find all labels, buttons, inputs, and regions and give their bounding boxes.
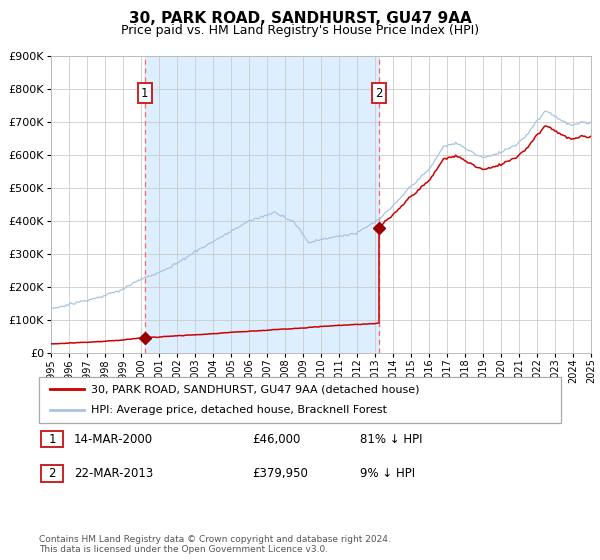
Text: £46,000: £46,000: [252, 432, 301, 446]
Text: 81% ↓ HPI: 81% ↓ HPI: [360, 432, 422, 446]
Text: 1: 1: [141, 87, 149, 100]
Text: 9% ↓ HPI: 9% ↓ HPI: [360, 467, 415, 480]
Text: 22-MAR-2013: 22-MAR-2013: [74, 467, 153, 480]
Text: £379,950: £379,950: [252, 467, 308, 480]
Text: 14-MAR-2000: 14-MAR-2000: [74, 432, 153, 446]
Text: 1: 1: [49, 432, 56, 446]
Text: Price paid vs. HM Land Registry's House Price Index (HPI): Price paid vs. HM Land Registry's House …: [121, 24, 479, 36]
Text: HPI: Average price, detached house, Bracknell Forest: HPI: Average price, detached house, Brac…: [91, 405, 387, 416]
Text: Contains HM Land Registry data © Crown copyright and database right 2024.
This d: Contains HM Land Registry data © Crown c…: [39, 535, 391, 554]
Text: 30, PARK ROAD, SANDHURST, GU47 9AA (detached house): 30, PARK ROAD, SANDHURST, GU47 9AA (deta…: [91, 384, 420, 394]
Text: 30, PARK ROAD, SANDHURST, GU47 9AA: 30, PARK ROAD, SANDHURST, GU47 9AA: [128, 11, 472, 26]
Text: 2: 2: [49, 467, 56, 480]
Bar: [145, 56, 379, 353]
Text: 2: 2: [375, 87, 383, 100]
